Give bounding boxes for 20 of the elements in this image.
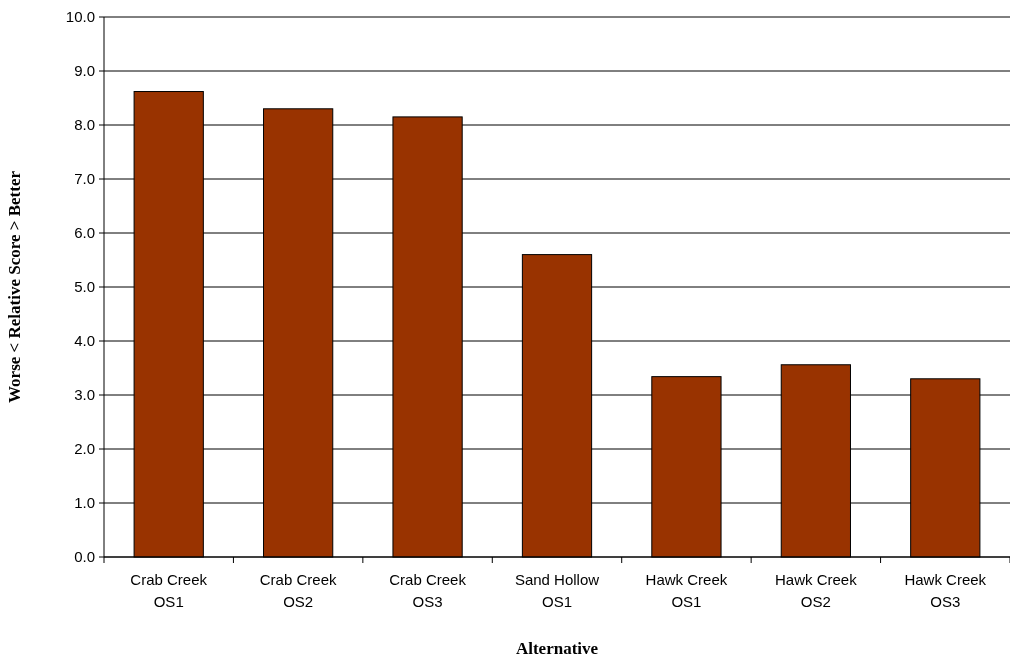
x-tick-label: Crab Creek OS2 — [259, 571, 337, 610]
y-tick-label: 5.0 — [74, 278, 95, 296]
y-tick-label: 1.0 — [74, 494, 95, 512]
x-tick-label: Hawk Creek OS1 — [645, 571, 728, 610]
y-tick-label: 6.0 — [74, 224, 95, 242]
y-tick-label: 7.0 — [74, 170, 95, 188]
y-tick-label: 4.0 — [74, 332, 95, 350]
x-tick-label: Sand Hollow OS1 — [514, 571, 600, 610]
y-tick-label: 10.0 — [65, 8, 95, 26]
y-tick-label: 2.0 — [74, 440, 95, 458]
x-tick-label: Hawk Creek OS3 — [904, 571, 987, 610]
y-tick-label: 8.0 — [74, 116, 95, 134]
x-axis-title: Alternative — [515, 639, 599, 658]
x-tick-label: Hawk Creek OS2 — [775, 571, 858, 610]
y-axis-title: Worse < Relative Score > Better — [5, 170, 24, 403]
y-tick-label: 0.0 — [74, 548, 95, 566]
y-tick-label: 3.0 — [74, 386, 95, 404]
x-tick-label: Crab Creek OS1 — [130, 571, 208, 610]
x-tick-label: Crab Creek OS3 — [389, 571, 467, 610]
y-tick-label: 9.0 — [74, 62, 95, 80]
